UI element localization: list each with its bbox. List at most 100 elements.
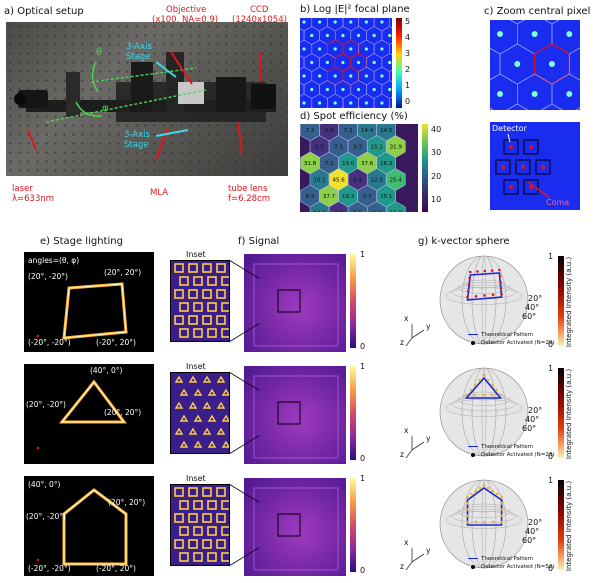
hex-cell (342, 18, 359, 32)
signal-inset (170, 484, 230, 566)
hex-cell (311, 18, 328, 32)
spot-efficiency-map: 7.2 4.9 7.3 14.4 14.5 6.9 7.1 9.3 15.1 31.9 31.8 7.… (300, 124, 418, 212)
activated-detector-dot (499, 286, 503, 290)
hex-cell (388, 107, 392, 108)
inset-label: Inset (186, 362, 206, 371)
efficiency-value: 31.9 (390, 145, 403, 151)
stage-lighting-image: angles=(θ, φ) (20°, -20°) (20°, 20°) (-20°,… (24, 252, 154, 352)
activated-detector-dot (466, 502, 469, 505)
activated-detector-dot (483, 269, 487, 273)
activated-detector-dot (500, 508, 503, 511)
panel-d-colorbar (422, 124, 428, 212)
legend-detectors: Detector Activated (N=29) (468, 340, 555, 346)
focal-spot (380, 74, 384, 78)
label-laser: laser (12, 184, 33, 194)
efficiency-value: 4.9 (325, 128, 334, 134)
zoom-hex-cell (579, 20, 580, 21)
signal-colorbar-tick: 1 (360, 250, 366, 259)
efficiency-value: 16.3 (390, 211, 403, 213)
efficiency-value: 15.1 (380, 194, 392, 200)
intensity-colorbar (558, 368, 564, 458)
efficiency-value: 19.0 (342, 161, 355, 167)
activated-detector-dot (468, 277, 471, 280)
zoom-hex-cell (490, 73, 518, 110)
efficiency-cell (385, 201, 406, 212)
focal-plane-map (300, 18, 392, 108)
activated-detector-dot (491, 520, 495, 524)
activated-detector-dot (474, 295, 478, 298)
legend-dot-swatch (471, 452, 475, 457)
activated-detector-dot (499, 280, 502, 284)
activated-detector-dot (491, 293, 495, 297)
efficiency-value: 15.1 (371, 145, 383, 151)
signal-colorbar-tick: 1 (360, 474, 366, 483)
focal-spot (325, 33, 329, 38)
focal-spot (317, 74, 322, 78)
corner-angle-label: (20°, 20°) (104, 268, 142, 277)
efficiency-value: 7.2 (306, 128, 315, 134)
panel-d-title: d) Spot efficiency (%) (300, 111, 408, 122)
zoom-pixel-map (490, 20, 580, 110)
signal-zoom-box (253, 375, 339, 459)
efficiency-value: 31.8 (304, 161, 317, 167)
hex-cell (389, 18, 392, 29)
legend-detectors: Detector Activated (N=52) (468, 564, 555, 570)
focal-spot (317, 47, 322, 51)
focal-spot (341, 60, 345, 65)
focal-spot (364, 20, 368, 24)
hex-cell (389, 96, 392, 108)
optical-bench-drawing (6, 22, 288, 176)
zoom-hex-cell (551, 20, 580, 55)
efficiency-value: 45.6 (332, 178, 345, 184)
inset-label: Inset (186, 474, 206, 483)
axis-label-x: x (404, 538, 409, 547)
activated-detector-dot (466, 495, 469, 499)
activated-detector-dot (470, 492, 473, 496)
intensity-colorbar-label: Integrated Intensity (a.u.) (565, 480, 573, 572)
legend-detectors-label: Detector Activated (N=23) (481, 452, 555, 458)
activated-detector-dot (478, 378, 481, 382)
focal-spot (341, 33, 345, 38)
focal-spot (372, 87, 376, 92)
hex-cell (300, 39, 313, 59)
label-ccd: CCD (250, 5, 269, 15)
label-tube-lens-focal: f=6.28cm (228, 194, 270, 204)
efficiency-value: 7.3 (344, 128, 353, 134)
focal-spot (310, 87, 314, 92)
intensity-colorbar-tick: 0 (548, 340, 554, 349)
spot-efficiency-hex-grid: 7.2 4.9 7.3 14.4 14.5 6.9 7.1 9.3 15.1 31.9 31.8 7.… (300, 124, 406, 213)
polar-angle-tick: 60° (522, 536, 537, 545)
legend-theoretical: Theoretical Pattern (468, 332, 533, 338)
zoom-hex-cell (569, 47, 580, 81)
focal-spot (333, 101, 337, 105)
legend-line-swatch (468, 557, 478, 560)
colorbar-tick: 40 (431, 125, 442, 134)
activated-detector-dot (500, 502, 503, 505)
legend-theoretical-label: Theoretical Pattern (481, 332, 534, 338)
efficiency-value: 7.7 (363, 194, 372, 200)
efficiency-value: 19.3 (342, 194, 355, 200)
efficiency-value: 37.6 (361, 161, 374, 167)
corner-angle-label: (20°, -20°) (28, 272, 68, 281)
focal-spot (364, 74, 368, 78)
activated-detector-dot (469, 270, 472, 274)
signal-colorbar (350, 478, 356, 572)
polar-angle-tick: 40° (525, 303, 540, 312)
detector-layout: Detector Coma (490, 122, 580, 210)
inset-pattern (174, 487, 229, 562)
signal-inset (170, 372, 230, 454)
focal-spot (372, 33, 376, 38)
label-coma: Coma (546, 198, 570, 207)
corner-angle-label: (20°, -20°) (26, 400, 66, 409)
intensity-colorbar-tick: 1 (548, 364, 554, 373)
legend-detectors: Detector Activated (N=23) (468, 452, 555, 458)
inset-connector-lines (229, 259, 259, 343)
colorbar-tick: 3 (405, 49, 411, 58)
legend-dot-swatch (471, 340, 475, 345)
activated-detector-dot (487, 486, 490, 490)
activated-detector-dot (490, 393, 494, 397)
signal-image (244, 254, 346, 352)
activated-detector-dot (466, 520, 469, 524)
efficiency-value: 7.3 (325, 161, 334, 167)
efficiency-value: 7.1 (334, 145, 343, 151)
